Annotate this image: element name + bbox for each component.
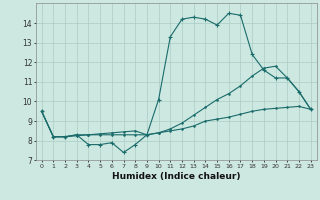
X-axis label: Humidex (Indice chaleur): Humidex (Indice chaleur) <box>112 172 240 181</box>
